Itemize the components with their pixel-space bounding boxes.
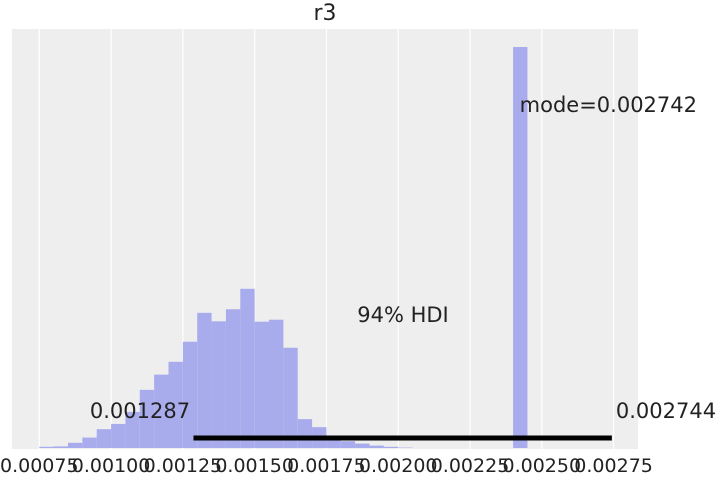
histogram-bar: [82, 438, 96, 448]
histogram-bar: [341, 441, 355, 448]
histogram-bar: [212, 321, 226, 448]
x-tick-label: 0.00175: [287, 455, 366, 477]
hdi-low-label: 0.001287: [90, 399, 190, 423]
x-tick-label: 0.00150: [215, 455, 294, 477]
histogram-bar: [298, 419, 312, 448]
histogram-bar: [370, 446, 384, 448]
x-tick-label: 0.00100: [72, 455, 151, 477]
x-tick-labels: 0.000750.001000.001250.001500.001750.002…: [0, 455, 653, 477]
x-tick-label: 0.00275: [574, 455, 653, 477]
hdi-label: 94% HDI: [357, 303, 449, 327]
histogram-bar: [197, 313, 211, 448]
histogram-bar: [54, 446, 68, 448]
histogram-bar: [111, 424, 125, 448]
x-tick-label: 0.00225: [431, 455, 510, 477]
x-tick-label: 0.00200: [359, 455, 438, 477]
histogram-bar: [355, 444, 369, 448]
histogram-bar: [39, 447, 53, 448]
plot-background: [12, 29, 638, 449]
histogram-bar: [384, 447, 398, 448]
histogram-bar: [269, 320, 283, 448]
histogram-bar: [68, 443, 82, 448]
chart-title: r3: [313, 1, 336, 26]
x-tick-label: 0.00125: [144, 455, 223, 477]
histogram-bar: [326, 439, 340, 448]
histogram-bar: [240, 289, 254, 448]
x-tick-label: 0.00075: [0, 455, 79, 477]
histogram-bar: [183, 342, 197, 448]
histogram-bar: [283, 348, 297, 448]
histogram-bar: [97, 429, 111, 448]
hdi-high-label: 0.002744: [616, 399, 716, 423]
histogram-bar: [226, 309, 240, 448]
histogram-bar: [255, 322, 269, 448]
x-tick-label: 0.00250: [503, 455, 582, 477]
mode-label: mode=0.002742: [520, 93, 697, 117]
